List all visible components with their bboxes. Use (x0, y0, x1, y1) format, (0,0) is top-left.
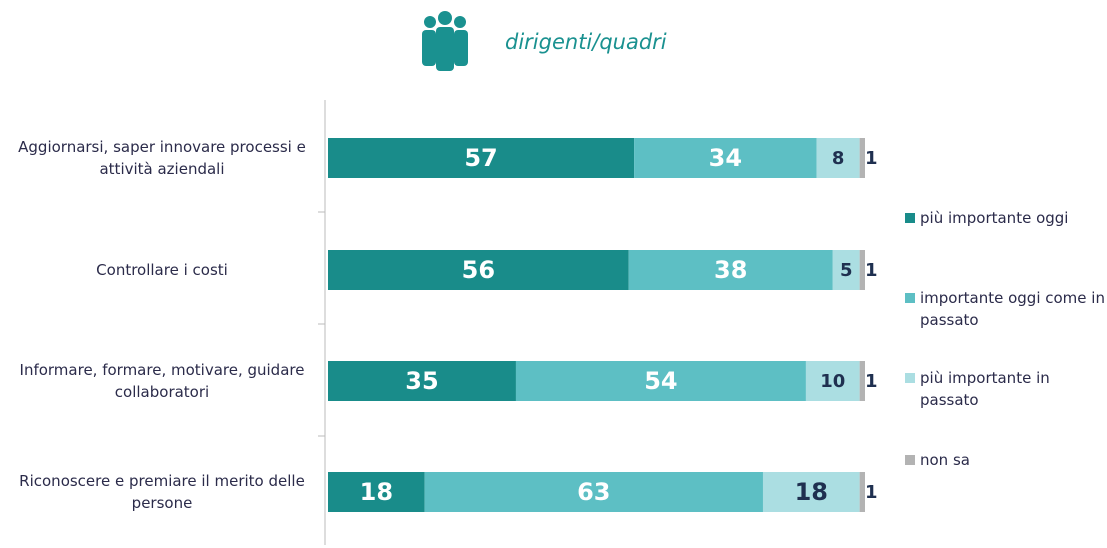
bar-segment (859, 361, 865, 401)
bar-segment (328, 250, 629, 290)
category-label: Informare, formare, motivare, guidare co… (19, 361, 305, 401)
data-label: 34 (709, 144, 742, 172)
data-label: 1 (865, 260, 878, 281)
bar-segment (832, 250, 860, 290)
data-label: 18 (360, 478, 393, 506)
bar-segment (859, 472, 865, 512)
data-label: 1 (865, 371, 878, 392)
bar-segment (634, 138, 817, 178)
bar-segment (805, 361, 860, 401)
data-label: 38 (714, 256, 747, 284)
data-label: 18 (795, 478, 828, 506)
data-label: 1 (865, 482, 878, 503)
legend-swatch (905, 213, 915, 223)
bar-segment (328, 472, 425, 512)
category-label: Aggiornarsi, saper innovare processi e a… (18, 138, 306, 178)
bar-segment (424, 472, 763, 512)
bar-segment (762, 472, 860, 512)
data-label: 10 (820, 371, 845, 392)
bar-segment (328, 138, 635, 178)
legend-swatch (905, 455, 915, 465)
legend-label: non sa (920, 451, 970, 469)
category-label: Riconoscere e premiare il merito delle p… (19, 472, 305, 512)
bar-segment (859, 250, 865, 290)
people-icon (422, 11, 468, 71)
bar-segment (328, 361, 516, 401)
data-label: 1 (865, 148, 878, 169)
legend-label: più importante oggi (920, 209, 1069, 227)
legend-swatch (905, 293, 915, 303)
bar-segment (859, 138, 865, 178)
data-label: 5 (840, 260, 853, 281)
chart-title: dirigenti/quadri (505, 30, 667, 54)
category-label: Controllare i costi (96, 261, 228, 279)
data-label: 56 (462, 256, 495, 284)
data-label: 63 (577, 478, 610, 506)
data-label: 8 (832, 148, 845, 169)
legend-swatch (905, 373, 915, 383)
data-label: 54 (644, 367, 677, 395)
data-label: 57 (464, 144, 497, 172)
bar-segment (816, 138, 860, 178)
bar-segment (515, 361, 806, 401)
data-label: 35 (405, 367, 438, 395)
legend-label: più importante in passato (920, 369, 1050, 409)
legend-label: importante oggi come in passato (920, 289, 1105, 329)
bar-segment (628, 250, 833, 290)
